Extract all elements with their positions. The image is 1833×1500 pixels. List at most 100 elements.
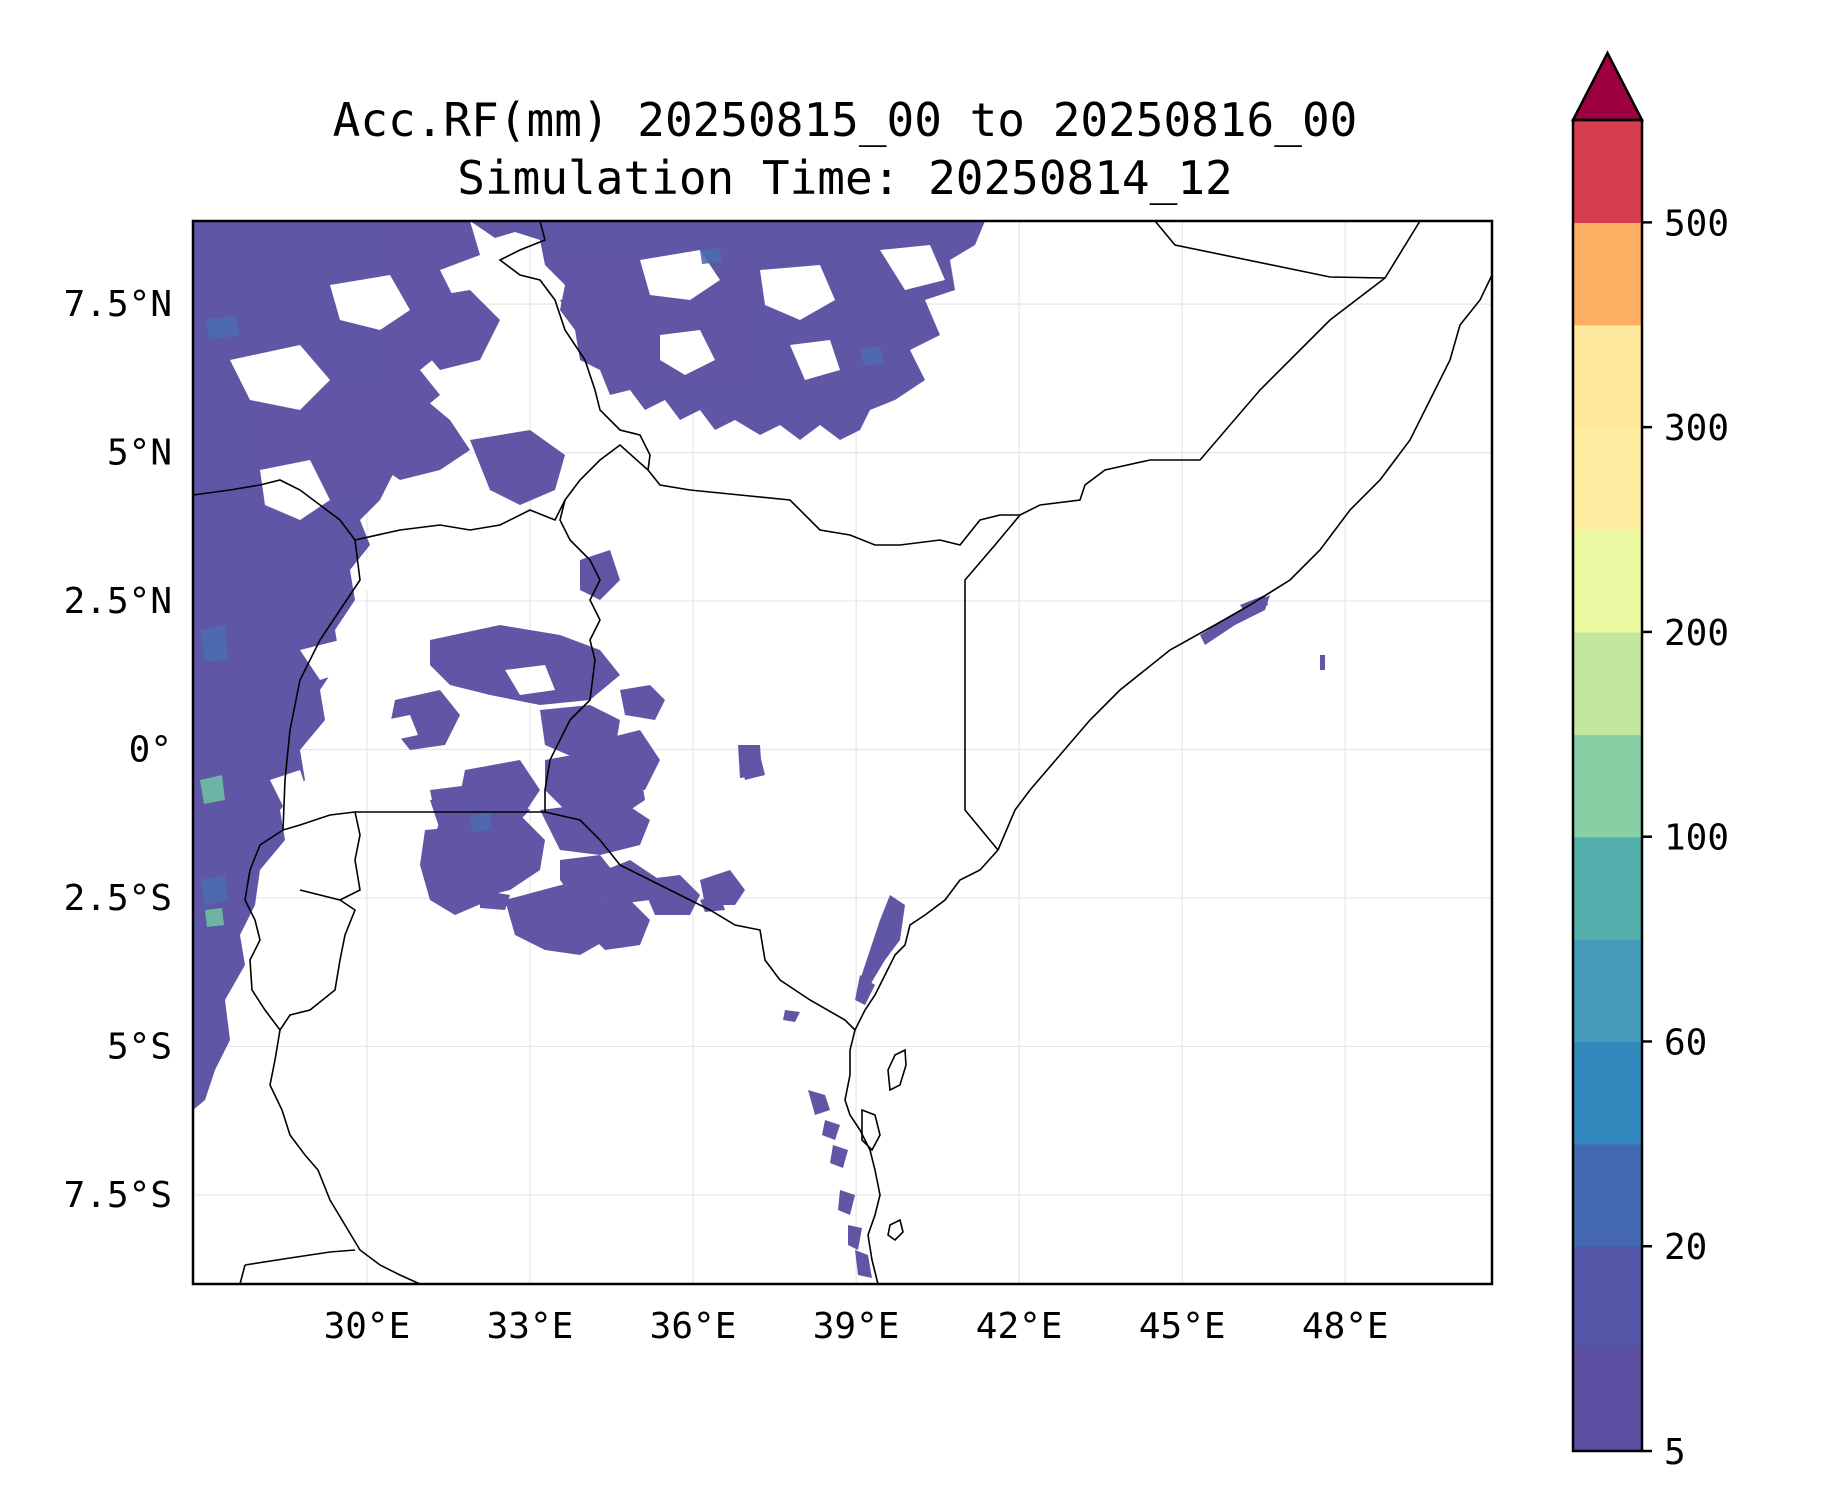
rain-patch bbox=[410, 290, 500, 370]
rain-patch bbox=[738, 745, 762, 778]
rain-patch-coast bbox=[808, 1090, 830, 1115]
border-drc-burundi bbox=[244, 829, 284, 1031]
colorbar-extend-arrow bbox=[1570, 50, 1645, 122]
border-zambia bbox=[239, 1264, 246, 1284]
rain-patch bbox=[540, 705, 620, 760]
y-tick-label: 5°N bbox=[107, 433, 172, 474]
border-somaliland bbox=[1154, 221, 1421, 279]
border-ethiopia-kenya bbox=[647, 469, 1020, 546]
rain-patch-coast bbox=[783, 1010, 800, 1022]
x-tick-label: 48°E bbox=[1302, 1306, 1389, 1347]
rain-patch-coast bbox=[860, 895, 905, 985]
y-tick-label: 0° bbox=[129, 730, 172, 771]
rainfall-field bbox=[193, 221, 1325, 1278]
y-tick-label: 2.5°N bbox=[64, 581, 172, 622]
rain-patch bbox=[580, 900, 650, 950]
rain-gap bbox=[880, 245, 945, 290]
rain-area-north bbox=[470, 221, 985, 440]
y-tick-label: 7.5°N bbox=[64, 284, 172, 325]
rain-gap bbox=[760, 265, 835, 320]
rain-patch bbox=[355, 395, 470, 480]
rain-core-high bbox=[205, 908, 224, 927]
rain-gap bbox=[505, 665, 555, 695]
colorbar-segment bbox=[1573, 1246, 1642, 1350]
rain-gap bbox=[790, 340, 840, 380]
country-borders bbox=[193, 221, 1492, 1284]
colorbar-segment bbox=[1573, 1041, 1642, 1145]
border-kenya-tanzania bbox=[544, 811, 856, 1031]
rain-core bbox=[200, 875, 228, 905]
rain-patch bbox=[540, 800, 650, 855]
rain-patch bbox=[580, 550, 620, 600]
border-uganda-ssudan bbox=[354, 499, 566, 541]
rain-core bbox=[205, 315, 240, 340]
colorbar-tick-label: 5 bbox=[1664, 1432, 1686, 1473]
coastline-kenya-tanzania bbox=[844, 849, 999, 1284]
border-tanzania-zambia bbox=[244, 1249, 356, 1266]
border-uganda-drc bbox=[282, 539, 361, 831]
rain-patch-coast bbox=[855, 975, 875, 1005]
rain-patch-coast bbox=[838, 1190, 855, 1215]
x-tick-label: 42°E bbox=[976, 1306, 1063, 1347]
border-rwanda bbox=[282, 811, 361, 901]
colorbar: 5 20 60 100 200 300 500 bbox=[1570, 50, 1729, 1473]
rain-patch bbox=[620, 685, 665, 720]
border-kenya-somalia bbox=[964, 514, 1021, 851]
colorbar-segment bbox=[1573, 222, 1642, 326]
rain-gap bbox=[270, 770, 310, 810]
x-tick-label: 36°E bbox=[650, 1306, 737, 1347]
rain-patch bbox=[640, 875, 700, 915]
rain-patch bbox=[700, 870, 745, 905]
rain-patch-coast bbox=[830, 1145, 848, 1168]
rain-patch bbox=[420, 825, 505, 915]
rain-gap bbox=[300, 640, 350, 680]
colorbar-segment bbox=[1573, 427, 1642, 531]
map-subtitle: Simulation Time: 20250814_12 bbox=[457, 151, 1233, 205]
rain-core bbox=[860, 346, 884, 366]
island-pemba bbox=[887, 1048, 907, 1092]
rain-gap bbox=[660, 330, 715, 375]
colorbar-tick-label: 100 bbox=[1664, 818, 1729, 859]
colorbar-tick-label: 60 bbox=[1664, 1022, 1707, 1063]
rain-gap bbox=[385, 715, 418, 740]
x-tick-label: 45°E bbox=[1139, 1306, 1226, 1347]
rain-core bbox=[200, 625, 228, 662]
rain-patch bbox=[560, 855, 620, 900]
coastline-somalia bbox=[997, 274, 1492, 851]
rain-patch bbox=[560, 290, 640, 345]
colorbar-segment bbox=[1573, 120, 1642, 223]
colorbar-tick-label: 200 bbox=[1664, 613, 1729, 654]
colorbar-segment bbox=[1573, 1143, 1642, 1247]
rain-patch bbox=[1320, 655, 1325, 670]
rain-patch bbox=[600, 730, 660, 790]
colorbar-segment bbox=[1573, 734, 1642, 838]
island-mafia bbox=[887, 1218, 904, 1242]
rain-patch-coast bbox=[822, 1120, 840, 1140]
colorbar-segment bbox=[1573, 939, 1642, 1043]
rain-gap bbox=[260, 460, 330, 520]
rain-patch bbox=[470, 430, 565, 505]
island-zanzibar bbox=[861, 1108, 881, 1152]
rain-patch-coast bbox=[1240, 595, 1268, 612]
y-tick-label: 7.5°S bbox=[64, 1175, 172, 1216]
border-ethiopia-somalia bbox=[1019, 277, 1386, 516]
rain-patch-coast bbox=[855, 1250, 872, 1278]
border-uganda-kenya bbox=[544, 443, 649, 812]
colorbar-tick-label: 20 bbox=[1664, 1227, 1707, 1268]
rain-gap bbox=[230, 345, 330, 410]
map-title: Acc.RF(mm) 20250815_00 to 20250816_00 bbox=[332, 93, 1358, 147]
colorbar-segment bbox=[1573, 631, 1642, 735]
rain-core bbox=[700, 248, 722, 264]
rain-patch bbox=[430, 625, 620, 705]
border-drc-ssudan bbox=[193, 479, 356, 541]
border-tanzania-drc bbox=[269, 1029, 421, 1284]
rain-core bbox=[470, 812, 492, 832]
rain-gap bbox=[360, 555, 410, 600]
y-axis-ticks: 7.5°N 5°N 2.5°N 0° 2.5°S 5°S 7.5°S bbox=[64, 284, 172, 1216]
rain-gap bbox=[640, 250, 720, 300]
map-frame bbox=[191, 219, 1494, 1286]
colorbar-segment bbox=[1573, 1348, 1642, 1452]
y-tick-label: 2.5°S bbox=[64, 878, 172, 919]
rain-patch-coast bbox=[848, 1225, 862, 1250]
